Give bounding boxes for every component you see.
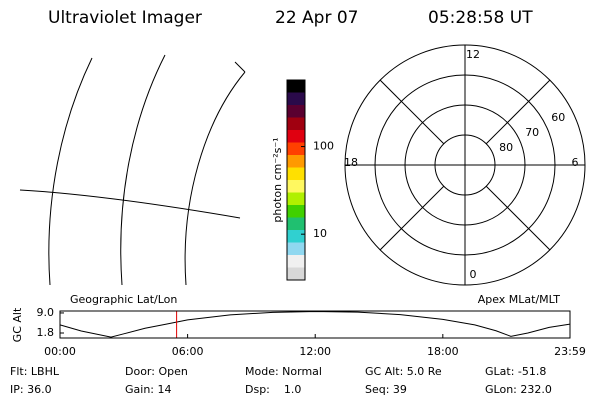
- instrument: Ultraviolet Imager: [48, 8, 202, 28]
- x-tick-label: 06:00: [172, 345, 204, 358]
- mlt-label: 6: [572, 156, 579, 169]
- status-field: GC Alt: 5.0 Re: [365, 365, 442, 378]
- polar-diagonal: [379, 185, 445, 251]
- lat-ring-label: 60: [551, 111, 565, 124]
- colorbar-segment: [287, 205, 305, 218]
- polar-diagonal: [485, 185, 551, 251]
- polar-diagonal: [485, 79, 551, 145]
- strip-right-label: Apex MLat/MLT: [478, 293, 561, 306]
- mlt-label: 12: [466, 48, 480, 61]
- colorbar-segment: [287, 80, 305, 93]
- colorbar-segment: [287, 255, 305, 268]
- status-field: IP: 36.0: [10, 383, 52, 396]
- status-field: Mode: Normal: [245, 365, 322, 378]
- lat-ring-label: 70: [525, 126, 539, 139]
- lat-ring: [374, 74, 556, 256]
- y-axis-label: GC Alt: [11, 307, 24, 342]
- strip-frame: [59, 310, 571, 339]
- y-tick-label: 9.0: [37, 306, 55, 319]
- x-tick-label: 00:00: [44, 345, 76, 358]
- colorbar-segment: [287, 142, 305, 156]
- x-tick-label: 23:59: [554, 345, 586, 358]
- colorbar-segment: [287, 105, 305, 118]
- geo-grid: [19, 54, 246, 286]
- colorbar-segment: [287, 230, 305, 243]
- colorbar-tick-label: 10: [313, 227, 327, 240]
- colorbar-segment: [287, 130, 305, 143]
- mlt-label: 0: [470, 268, 477, 281]
- colorbar-segment: [287, 217, 305, 231]
- colorbar-segment: [287, 242, 305, 256]
- date: 22 Apr 07: [275, 8, 358, 28]
- lat-ring-label: 80: [499, 141, 513, 154]
- status-field: Flt: LBHL: [10, 365, 60, 378]
- status-field: Door: Open: [125, 365, 188, 378]
- colorbar-segment: [287, 155, 305, 168]
- colorbar-segment: [287, 117, 305, 131]
- status-field: Seq: 39: [365, 383, 407, 396]
- colorbar-segment: [287, 267, 305, 281]
- altitude-line: [59, 311, 571, 338]
- colorbar-segment: [287, 192, 305, 206]
- status-field: GLon: 232.0: [485, 383, 552, 396]
- colorbar-segment: [287, 180, 305, 193]
- colorbar-segment: [287, 92, 305, 106]
- colorbar-segment: [287, 167, 305, 181]
- lat-ring: [404, 104, 526, 226]
- status-field: GLat: -51.8: [485, 365, 546, 378]
- polar-diagonal: [379, 79, 445, 145]
- lat-ring: [434, 134, 496, 196]
- x-tick-label: 12:00: [299, 345, 331, 358]
- status-field: Dsp: 1.0: [245, 383, 301, 396]
- status-field: Gain: 14: [125, 383, 172, 396]
- colorbar-frame: [286, 79, 306, 281]
- colorbar-label: photon cm⁻²s⁻¹: [271, 137, 284, 222]
- strip-left-label: Geographic Lat/Lon: [70, 293, 177, 306]
- time: 05:28:58 UT: [428, 8, 533, 28]
- mlt-label: 18: [344, 156, 358, 169]
- colorbar-tick-label: 100: [313, 140, 334, 153]
- y-tick-label: 1.8: [37, 326, 55, 339]
- x-tick-label: 18:00: [427, 345, 459, 358]
